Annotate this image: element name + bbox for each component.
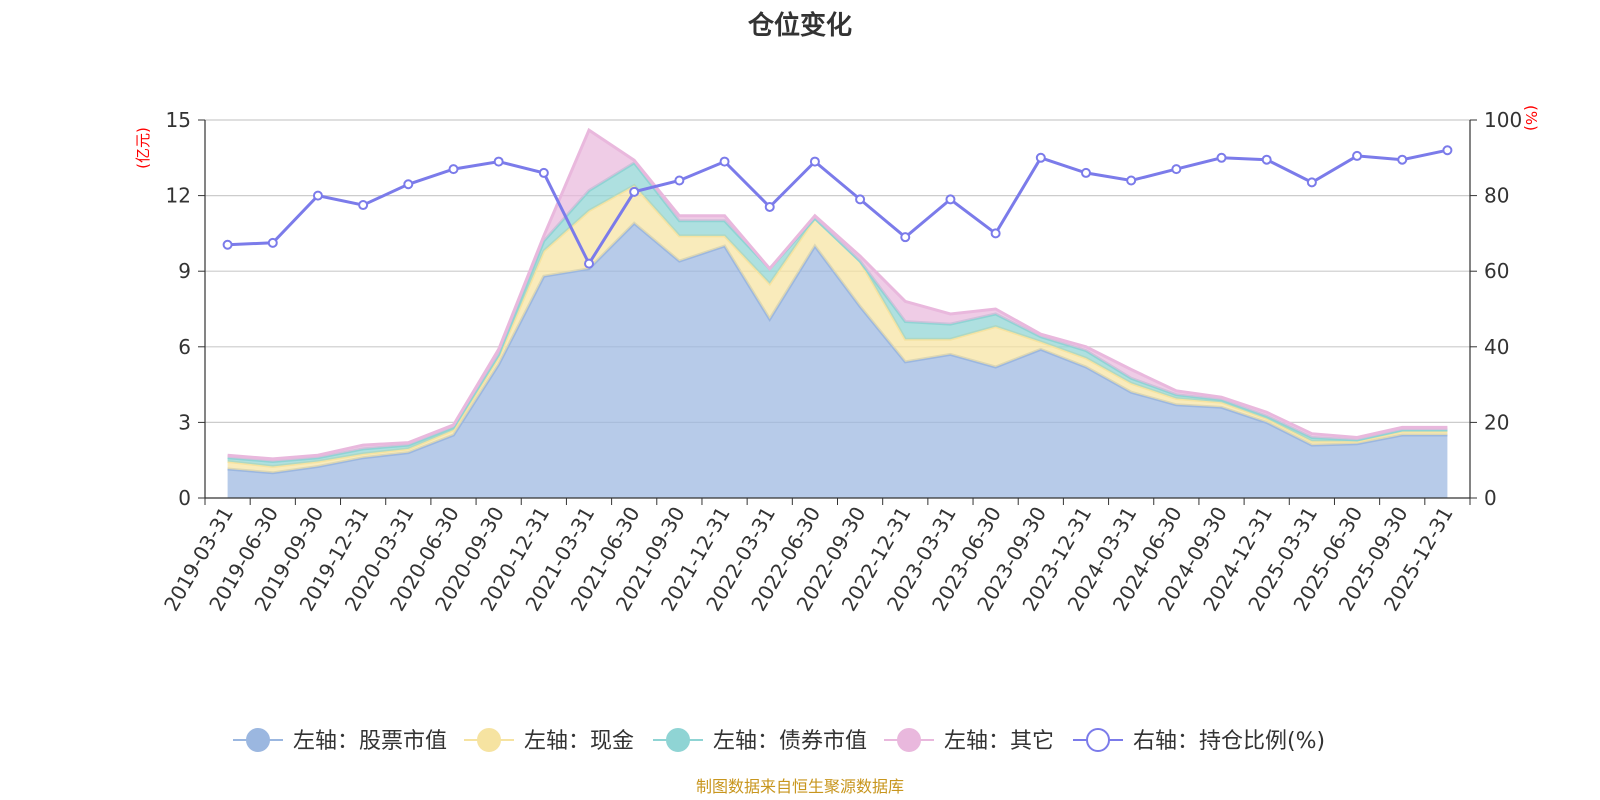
ratio-point — [1216, 152, 1227, 163]
ratio-point — [1035, 152, 1046, 163]
right-tick-label: 60 — [1484, 259, 1509, 283]
legend-marker — [246, 728, 270, 752]
ratio-point — [584, 258, 595, 269]
legend: 左轴：股票市值 左轴：现金 左轴：债券市值 左轴：其它 右轴：持仓比例(%) — [233, 728, 1325, 754]
ratio-point — [403, 179, 414, 190]
right-tick-label: 20 — [1484, 410, 1509, 434]
ratio-point — [629, 186, 640, 197]
legend-marker — [1086, 728, 1110, 752]
right-tick-label: 0 — [1484, 486, 1497, 510]
right-tick-label: 100 — [1484, 108, 1522, 132]
left-axis-unit: (亿元) — [134, 127, 152, 169]
ratio-point — [764, 201, 775, 212]
ratio-point — [538, 167, 549, 178]
ratio-point — [267, 237, 278, 248]
ratio-point — [674, 175, 685, 186]
left-tick-label: 0 — [178, 486, 191, 510]
chart-title: 仓位变化 — [747, 10, 852, 41]
left-tick-label: 9 — [178, 259, 191, 283]
right-tick-label: 40 — [1484, 335, 1509, 359]
area-4 — [227, 130, 1448, 462]
ratio-point — [1352, 150, 1363, 161]
ratio-point — [900, 232, 911, 243]
ratio-point — [990, 228, 1001, 239]
source-note: 制图数据来自恒生聚源数据库 — [696, 777, 904, 796]
ratio-line — [227, 148, 1448, 267]
ratio-point — [448, 164, 459, 175]
legend-label: 左轴：其它 — [944, 729, 1054, 754]
ratio-point — [1397, 154, 1408, 165]
legend-marker — [477, 728, 501, 752]
ratio-point — [1080, 167, 1091, 178]
left-tick-label: 6 — [178, 335, 191, 359]
ratio-point — [1442, 145, 1453, 156]
ratio-line-group — [222, 145, 1453, 269]
ratio-point — [855, 194, 866, 205]
ratio-point — [719, 156, 730, 167]
ratio-point — [1306, 177, 1317, 188]
legend-marker — [666, 728, 690, 752]
ratio-point — [222, 239, 233, 250]
right-tick-label: 80 — [1484, 184, 1509, 208]
left-tick-label: 12 — [166, 184, 191, 208]
left-tick-label: 15 — [166, 108, 191, 132]
ratio-point — [1261, 154, 1272, 165]
stacked-areas — [227, 127, 1448, 499]
ratio-point — [358, 200, 369, 211]
legend-label: 右轴：持仓比例(%) — [1133, 729, 1325, 754]
ratio-point — [493, 156, 504, 167]
ratio-point — [809, 156, 820, 167]
legend-label: 左轴：股票市值 — [293, 729, 447, 754]
ratio-point — [312, 190, 323, 201]
area-edge-4 — [227, 127, 1448, 461]
legend-label: 左轴：现金 — [524, 729, 634, 754]
area-1 — [227, 223, 1448, 499]
left-tick-label: 3 — [178, 410, 191, 434]
ratio-point — [945, 194, 956, 205]
legend-label: 左轴：债券市值 — [713, 729, 867, 754]
area-2 — [227, 185, 1448, 473]
ratio-point — [1171, 164, 1182, 175]
ratio-point — [1126, 175, 1137, 186]
legend-marker — [897, 728, 921, 752]
right-axis-unit: (%) — [1522, 105, 1540, 131]
